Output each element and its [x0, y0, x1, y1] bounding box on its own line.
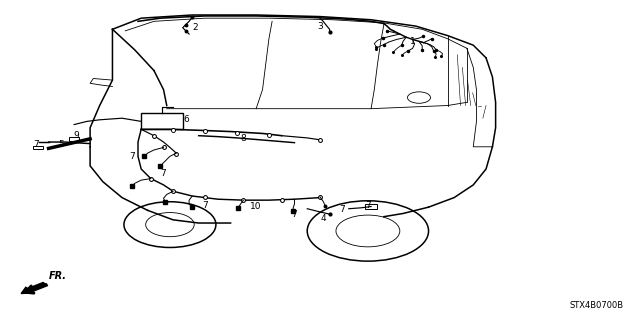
Text: 2: 2: [193, 23, 198, 32]
Text: 6: 6: [183, 115, 189, 124]
Text: 7: 7: [161, 169, 166, 178]
Text: 7: 7: [365, 201, 371, 210]
Text: STX4B0700B: STX4B0700B: [569, 301, 623, 310]
Text: 5: 5: [58, 140, 64, 149]
Text: 4: 4: [321, 214, 326, 223]
Text: 9: 9: [73, 131, 79, 140]
Text: 7: 7: [129, 152, 134, 161]
Text: FR.: FR.: [49, 271, 67, 281]
Text: 10: 10: [250, 202, 262, 211]
Text: 7: 7: [202, 201, 208, 210]
Bar: [365, 204, 377, 209]
Text: 7: 7: [339, 205, 345, 214]
Text: 7: 7: [292, 210, 298, 219]
Bar: [33, 145, 43, 149]
Text: 3: 3: [317, 22, 323, 31]
Text: 8: 8: [241, 134, 246, 143]
Bar: [141, 114, 182, 129]
FancyArrow shape: [21, 283, 48, 293]
Text: 7: 7: [33, 140, 38, 149]
Text: 1: 1: [410, 38, 415, 47]
Bar: [69, 137, 79, 141]
